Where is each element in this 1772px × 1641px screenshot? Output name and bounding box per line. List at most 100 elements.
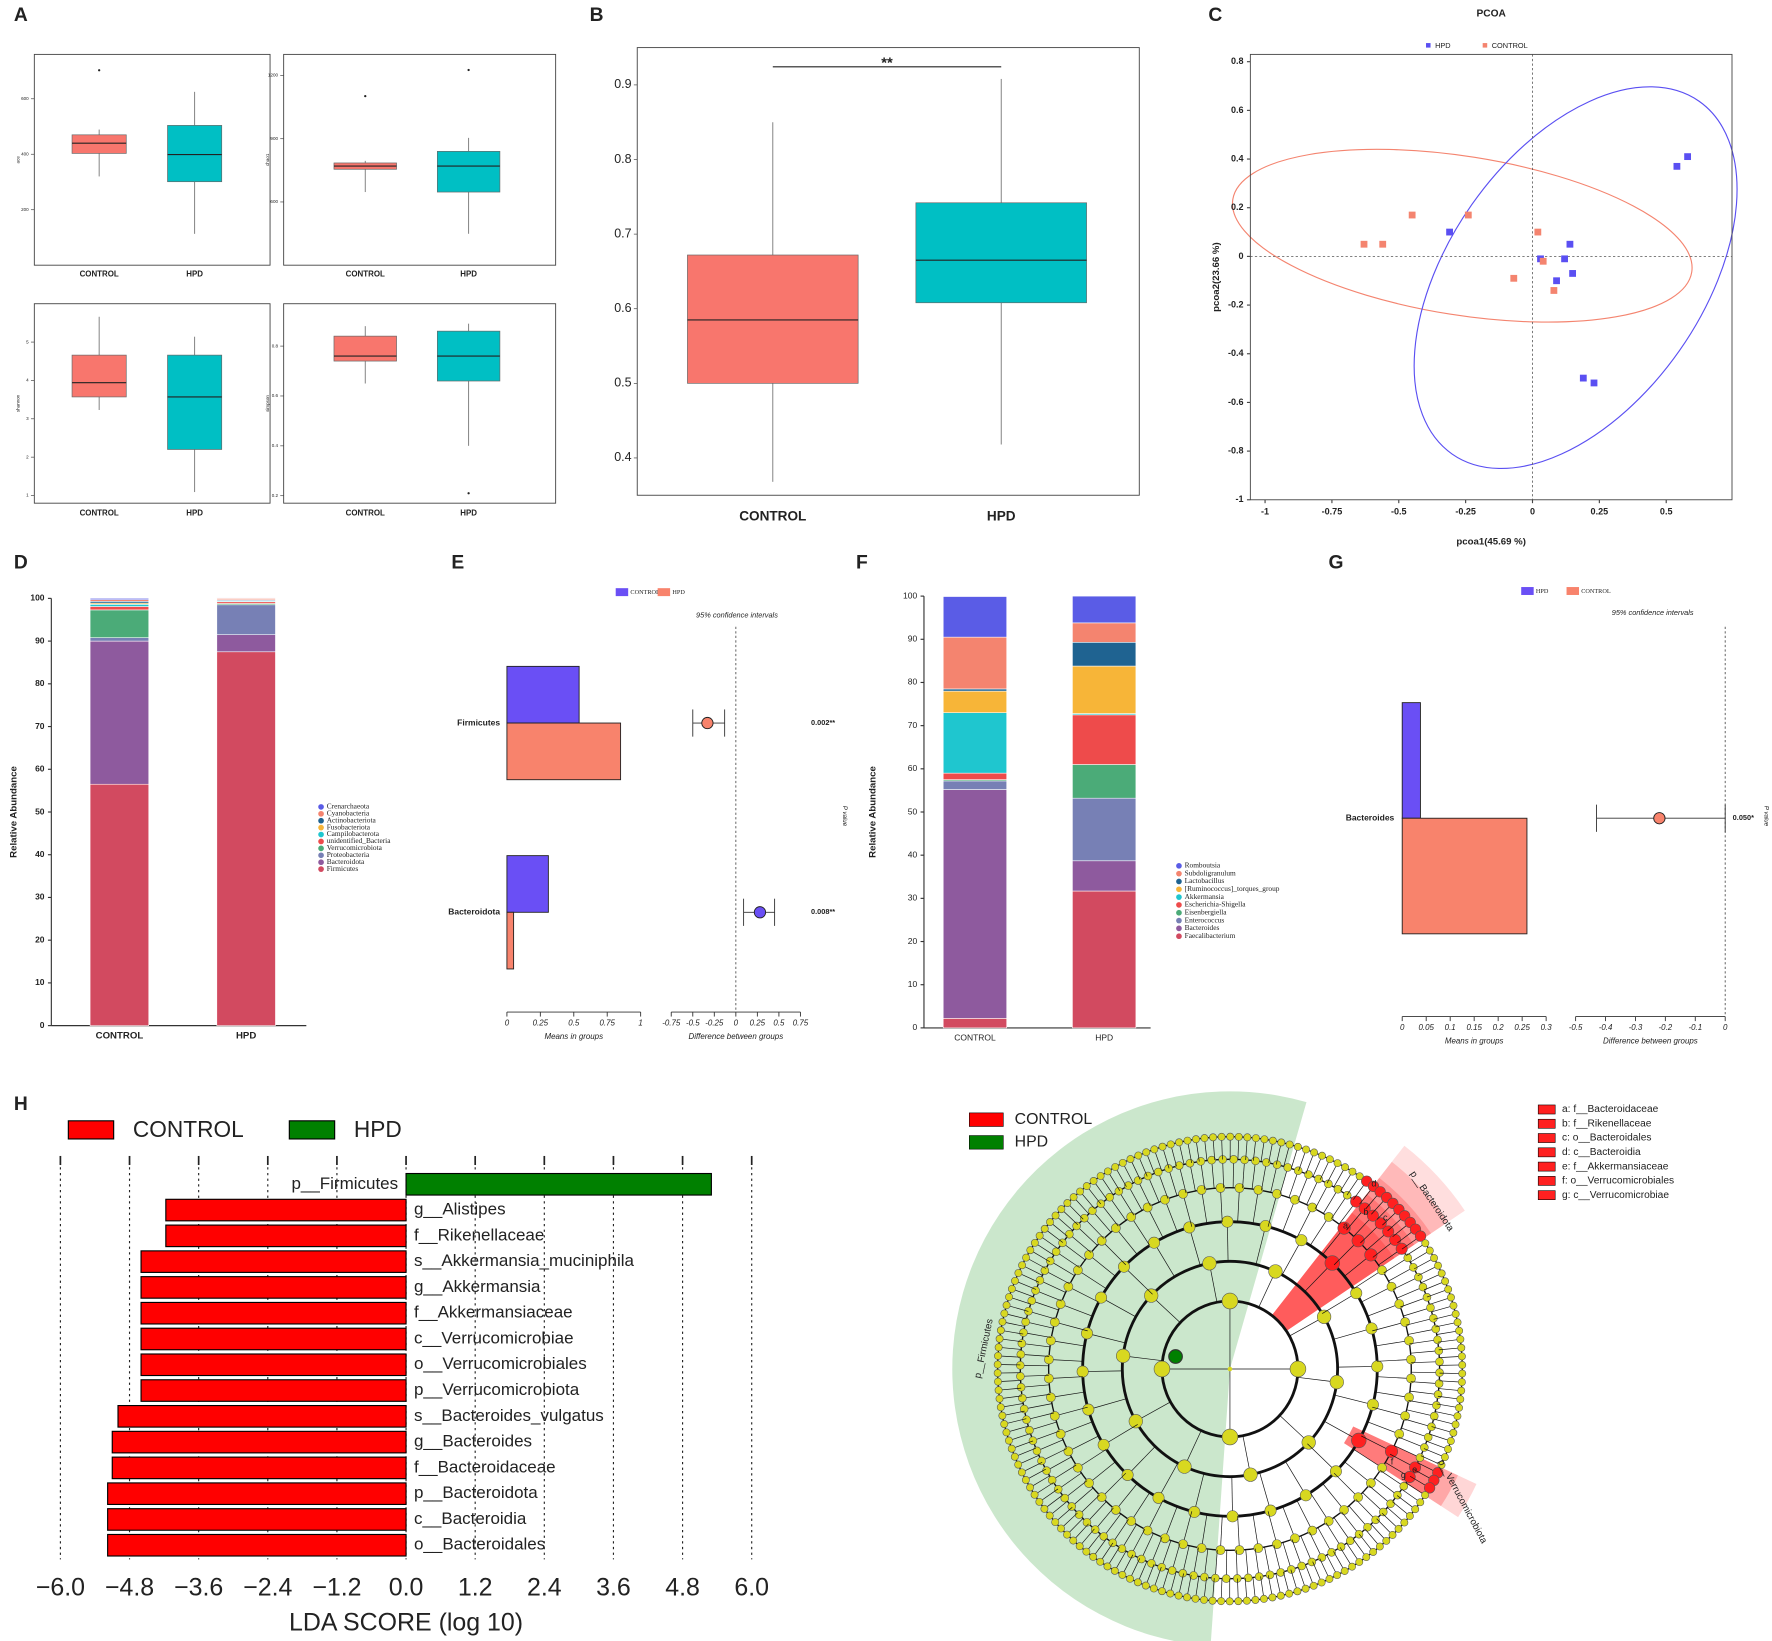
tree-node <box>1295 1234 1308 1247</box>
tree-node <box>1382 1225 1395 1238</box>
bar-segment <box>89 637 150 642</box>
x-tick-label: 0.25 <box>1514 1023 1530 1032</box>
tree-branch <box>1214 1549 1218 1579</box>
bar-segment <box>1072 797 1137 862</box>
tree-branch <box>1101 1240 1127 1266</box>
panel-letter: E <box>451 552 464 573</box>
tree-node <box>1158 1587 1166 1596</box>
tree-node <box>1364 1248 1378 1262</box>
legend-swatch <box>318 859 324 866</box>
tree-node <box>1369 1548 1378 1556</box>
legend-label: Subdoligranulum <box>1185 868 1236 877</box>
bar-segment <box>942 1018 1007 1029</box>
panel-letter: B <box>590 5 604 26</box>
tree-node <box>1437 1269 1446 1278</box>
tree-node <box>1017 1339 1027 1348</box>
tree-branch <box>1068 1435 1099 1452</box>
x-tick-label: 0.5 <box>773 1018 785 1027</box>
tree-branch <box>1411 1361 1440 1364</box>
tree-branch <box>1273 1544 1282 1573</box>
y-tick-label: -0.4 <box>1228 348 1244 358</box>
tree-node <box>1031 1286 1040 1295</box>
tree-node <box>1208 1596 1217 1605</box>
tree-node <box>1144 1288 1159 1303</box>
tree-node <box>1455 1403 1463 1412</box>
y-tick-label: 80 <box>908 677 918 687</box>
tree-node <box>1358 1202 1371 1215</box>
tree-node <box>1366 1398 1379 1411</box>
plot-frame <box>33 303 271 504</box>
tree-node <box>1355 1172 1364 1181</box>
tree-ring <box>1047 1187 1412 1552</box>
tree-node <box>1304 1170 1313 1179</box>
tree-node <box>1425 1246 1434 1255</box>
legend-label: Bacteroidota <box>327 857 365 866</box>
y-tick-label: 0.4 <box>1231 153 1244 163</box>
tree-branch <box>1050 1391 1085 1398</box>
x-tick-label: CONTROL <box>954 1032 996 1042</box>
y-tick-label: -0.8 <box>1228 445 1244 455</box>
mean-bar <box>506 911 515 970</box>
tree-node <box>1032 1446 1042 1456</box>
tree-branch <box>1285 1461 1307 1496</box>
tree-ring <box>1120 1259 1340 1479</box>
tree-node <box>1421 1239 1430 1248</box>
tree-node <box>1095 1291 1108 1304</box>
y-tick-label: 600 <box>21 96 29 101</box>
tree-node <box>1434 1379 1444 1388</box>
tree-branch <box>1164 1199 1178 1232</box>
tree-node <box>1351 1432 1367 1449</box>
tree-branch <box>1103 1424 1138 1446</box>
tree-branch <box>1127 1446 1156 1476</box>
tree-node <box>1229 1155 1238 1164</box>
tree-node <box>1386 1499 1395 1509</box>
tree-node <box>1339 1505 1349 1515</box>
tree-branch <box>1178 1165 1187 1194</box>
tree-node <box>1348 1562 1356 1571</box>
tree-node <box>1222 1574 1231 1583</box>
tree-branch <box>1254 1548 1260 1577</box>
tree-node <box>1111 1163 1120 1171</box>
tree-node <box>1333 1185 1343 1194</box>
tree-node <box>1458 1352 1466 1361</box>
x-tick-label: 0.5 <box>1660 507 1673 517</box>
tree-branch <box>1348 1505 1368 1528</box>
y-tick-label: 100 <box>903 590 917 600</box>
tree-branch <box>1088 1254 1116 1277</box>
x-tick-label: CONTROL <box>346 508 385 517</box>
x-tick-label: -0.5 <box>1391 507 1407 517</box>
tree-branch <box>1115 1227 1138 1255</box>
x-tick-label: -0.25 <box>705 1018 724 1027</box>
bar-label: p__Firmicutes <box>291 1174 398 1193</box>
bar-label: f__Bacteroidaceae <box>414 1457 556 1476</box>
tree-node <box>1211 1573 1220 1583</box>
p-axis-label: P value <box>841 806 848 827</box>
y-tick-label: 10 <box>908 979 918 989</box>
tree-node <box>995 1334 1004 1343</box>
tree-branch <box>1182 1545 1190 1574</box>
tree-branch <box>1296 1500 1313 1531</box>
tree-node <box>1142 1525 1153 1536</box>
bar-label: g__Akkermansia <box>414 1277 541 1296</box>
x-tick-label: 0 <box>1530 507 1535 517</box>
y-tick-label: 90 <box>908 634 918 644</box>
tree-node <box>1148 1236 1161 1249</box>
tree-branch <box>1314 1183 1329 1210</box>
y-tick-label: 0.4 <box>614 450 631 464</box>
bar-segment <box>89 604 150 607</box>
key-label: b: f__Rikenellaceae <box>1562 1118 1652 1129</box>
legend-label: Proteobacteria <box>327 850 370 859</box>
wedge-letter: c <box>1383 1213 1388 1223</box>
bar-segment <box>942 712 1007 774</box>
tree-branch <box>1404 1418 1432 1428</box>
x-tick-label: −6.0 <box>36 1573 85 1601</box>
tree-node <box>1323 1212 1334 1222</box>
tree-node <box>1404 1335 1414 1346</box>
legend-swatch <box>318 838 324 845</box>
tree-node <box>1103 1167 1112 1176</box>
legend-swatch <box>1176 894 1182 900</box>
tree-node <box>1363 1522 1372 1532</box>
tree-node <box>1441 1453 1449 1462</box>
x-axis-label: Difference between groups <box>688 1032 783 1041</box>
tree-node <box>1293 1166 1303 1176</box>
